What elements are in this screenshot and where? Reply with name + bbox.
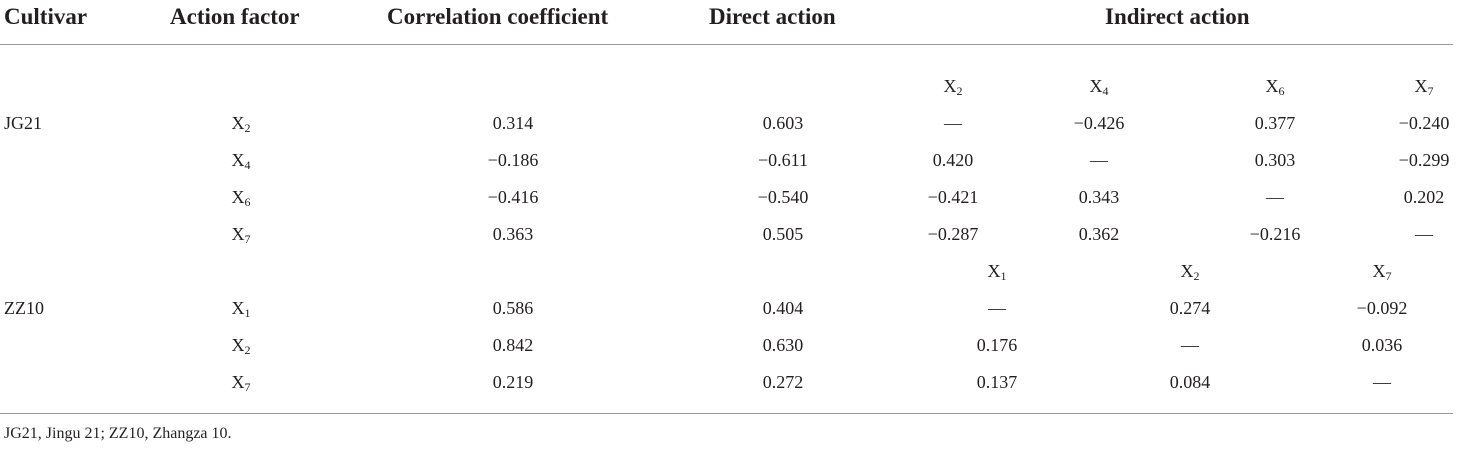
correlation-cell: 0.363 [492,224,534,244]
indirect-action-cell: — [1415,224,1433,244]
header-rule [0,44,1453,45]
indirect-action-cell: 0.343 [1078,187,1120,207]
action-factor-cell: X1 [231,298,251,320]
indirect-action-cell: — [1373,372,1391,392]
indirect-column-header: X7 [1372,261,1392,283]
indirect-column-header: X4 [1089,76,1109,98]
indirect-action-cell: −0.240 [1398,113,1450,133]
direct-action-cell: 0.603 [762,113,804,133]
indirect-action-cell: −0.299 [1398,150,1450,170]
indirect-action-cell: — [1266,187,1284,207]
direct-action-cell: 0.630 [762,335,804,355]
bottom-rule [0,413,1453,414]
indirect-action-cell: — [1090,150,1108,170]
indirect-action-cell: — [1181,335,1199,355]
indirect-column-header: X1 [987,261,1007,283]
direct-action-cell: 0.505 [762,224,804,244]
correlation-cell: 0.586 [492,298,534,318]
indirect-action-cell: −0.216 [1249,224,1301,244]
indirect-action-cell: 0.362 [1078,224,1120,244]
action-factor-cell: X2 [231,113,251,135]
direct-action-cell: −0.611 [758,150,808,170]
correlation-cell: −0.186 [487,150,539,170]
correlation-cell: 0.219 [492,372,534,392]
action-factor-cell: X7 [231,372,251,394]
indirect-column-header: X2 [1180,261,1200,283]
indirect-action-cell: −0.426 [1073,113,1125,133]
direct-action-cell: 0.404 [762,298,804,318]
correlation-cell: −0.416 [487,187,539,207]
indirect-action-cell: 0.303 [1254,150,1296,170]
indirect-action-cell: 0.176 [976,335,1018,355]
indirect-action-cell: 0.377 [1254,113,1296,133]
header-indirect: Indirect action [1105,4,1250,29]
indirect-action-cell: 0.202 [1403,187,1445,207]
header-action-factor: Action factor [170,4,300,29]
indirect-action-cell: −0.092 [1356,298,1408,318]
action-factor-cell: X4 [231,150,251,172]
correlation-cell: 0.842 [492,335,534,355]
table-footnote: JG21, Jingu 21; ZZ10, Zhangza 10. [4,425,232,442]
indirect-action-cell: — [944,113,962,133]
indirect-action-cell: 0.084 [1169,372,1211,392]
direct-action-cell: 0.272 [762,372,804,392]
cultivar-label: ZZ10 [4,298,44,318]
correlation-cell: 0.314 [492,113,534,133]
indirect-column-header: X6 [1265,76,1285,98]
direct-action-cell: −0.540 [757,187,809,207]
indirect-action-cell: −0.287 [927,224,979,244]
header-cultivar: Cultivar [4,4,88,29]
indirect-action-cell: −0.421 [927,187,979,207]
indirect-column-header: X7 [1414,76,1434,98]
indirect-action-cell: 0.274 [1169,298,1211,318]
indirect-action-cell: 0.137 [976,372,1018,392]
action-factor-cell: X6 [231,187,251,209]
action-factor-cell: X2 [231,335,251,357]
action-factor-cell: X7 [231,224,251,246]
indirect-action-cell: — [988,298,1006,318]
header-correlation: Correlation coefficient [387,4,609,29]
indirect-action-cell: 0.036 [1361,335,1403,355]
indirect-action-cell: 0.420 [932,150,974,170]
indirect-column-header: X2 [943,76,963,98]
cultivar-label: JG21 [4,113,43,133]
header-direct: Direct action [709,4,836,29]
